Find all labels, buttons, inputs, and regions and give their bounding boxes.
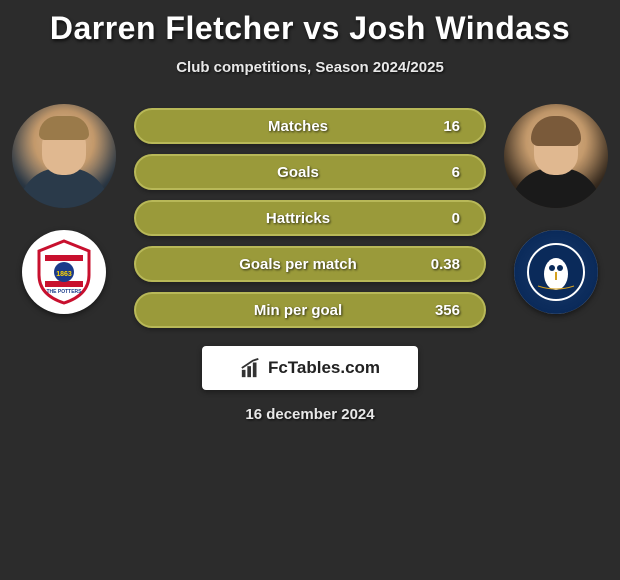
stat-bar-goals-per-match: Goals per match 0.38 — [134, 246, 486, 282]
stat-value: 356 — [420, 302, 460, 319]
player1-name: Darren Fletcher — [50, 10, 294, 46]
svg-text:THE POTTERS: THE POTTERS — [46, 289, 82, 295]
stat-bar-min-per-goal: Min per goal 356 — [134, 292, 486, 328]
stat-label: Matches — [136, 118, 420, 135]
stat-value: 0 — [420, 210, 460, 227]
player2-name: Josh Windass — [349, 10, 570, 46]
left-column: 1863 THE POTTERS — [12, 104, 116, 314]
vs-separator: vs — [303, 10, 340, 46]
stat-label: Hattricks — [136, 210, 420, 227]
stat-value: 0.38 — [420, 256, 460, 273]
stat-label: Min per goal — [136, 302, 420, 319]
svg-text:1863: 1863 — [56, 271, 72, 278]
sheffield-wednesday-crest-icon — [526, 242, 586, 302]
page-title: Darren Fletcher vs Josh Windass — [0, 10, 620, 47]
right-column — [504, 104, 608, 314]
player1-avatar — [12, 104, 116, 208]
player2-avatar — [504, 104, 608, 208]
club2-crest — [514, 230, 598, 314]
stat-bar-goals: Goals 6 — [134, 154, 486, 190]
brand-attribution[interactable]: FcTables.com — [202, 346, 418, 390]
stat-label: Goals per match — [136, 256, 420, 273]
stat-bar-matches: Matches 16 — [134, 108, 486, 144]
brand-fc: Fc — [268, 358, 288, 377]
bar-chart-icon — [240, 357, 262, 379]
comparison-card: Darren Fletcher vs Josh Windass Club com… — [0, 0, 620, 423]
brand-text: FcTables.com — [268, 358, 380, 378]
stat-bar-hattricks: Hattricks 0 — [134, 200, 486, 236]
date-line: 16 december 2024 — [0, 406, 620, 423]
main-row: 1863 THE POTTERS Matches 16 Goals 6 Hatt… — [0, 104, 620, 328]
stat-value: 16 — [420, 118, 460, 135]
stoke-crest-icon: 1863 THE POTTERS — [29, 237, 99, 307]
brand-tables: Tables.com — [288, 358, 380, 377]
club1-crest: 1863 THE POTTERS — [22, 230, 106, 314]
stats-column: Matches 16 Goals 6 Hattricks 0 Goals per… — [134, 104, 486, 328]
stat-value: 6 — [420, 164, 460, 181]
stat-label: Goals — [136, 164, 420, 181]
subtitle: Club competitions, Season 2024/2025 — [0, 59, 620, 76]
